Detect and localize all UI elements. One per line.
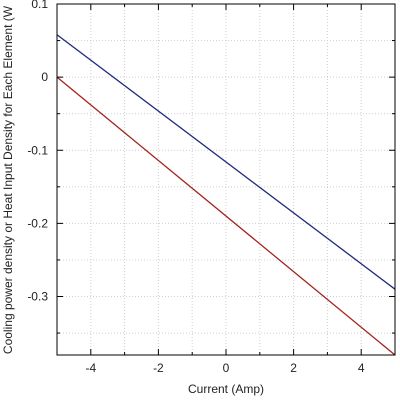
x-axis-label: Current (Amp)	[188, 382, 264, 396]
y-tick-label: -0.1	[27, 143, 48, 157]
y-tick-label: -0.2	[27, 216, 48, 230]
tick-labels: -4 -2 0 2 4 0.1 0 -0.1 -0.2 -0.3	[27, 0, 365, 375]
axis-ticks	[56, 3, 396, 355]
y-tick-label: -0.3	[27, 290, 48, 304]
y-tick-label: 0.1	[31, 0, 48, 11]
grid-lines	[57, 4, 395, 355]
y-axis-label: Cooling power density or Heat Input Dens…	[1, 5, 15, 354]
x-tick-label: -2	[153, 361, 164, 375]
series-line-1	[56, 34, 396, 290]
series-layer	[56, 34, 396, 356]
series-line-2	[56, 76, 396, 356]
x-tick-label: 2	[290, 361, 297, 375]
x-tick-label: -4	[85, 361, 96, 375]
y-tick-label: 0	[41, 70, 48, 84]
x-tick-label: 0	[223, 361, 230, 375]
x-tick-label: 4	[358, 361, 365, 375]
